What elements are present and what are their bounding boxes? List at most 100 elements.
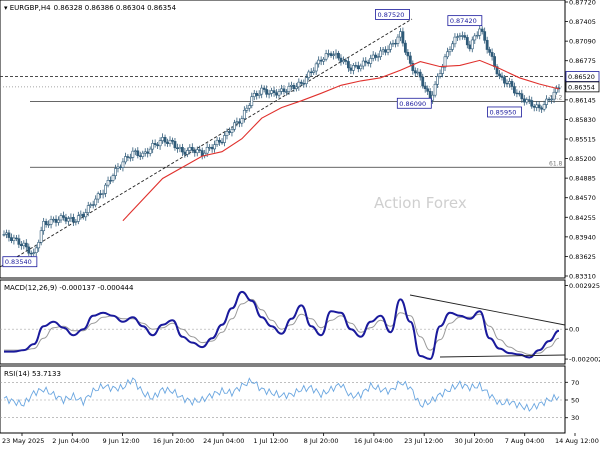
price-candle <box>86 201 90 217</box>
price-panel-frame <box>0 0 566 279</box>
candle-body <box>542 104 546 110</box>
x-tick-label: 14 Aug 12:00 <box>555 437 599 445</box>
trend-channel <box>0 18 413 268</box>
price-candle <box>74 219 78 226</box>
candle-body <box>176 147 179 150</box>
price-candle <box>208 144 212 152</box>
price-candle <box>262 85 266 93</box>
candle-body <box>453 36 457 45</box>
candle-body <box>223 135 226 143</box>
price-candle <box>245 104 249 113</box>
candle-body <box>490 52 494 57</box>
price-candle <box>119 164 122 170</box>
price-candle <box>406 49 410 60</box>
price-candle <box>99 189 103 199</box>
price-tick-label: 0.87090 <box>569 38 596 46</box>
price-candle <box>517 90 521 97</box>
price-candle <box>351 63 355 75</box>
candle-body <box>470 39 474 50</box>
price-candle <box>522 95 526 106</box>
candle-body <box>294 86 298 89</box>
price-candle <box>96 191 100 203</box>
price-candle <box>443 53 447 72</box>
candle-body <box>265 89 269 95</box>
candle-body <box>513 86 516 94</box>
price-candle <box>176 143 179 153</box>
annotation-label: 0.83540 <box>5 258 32 266</box>
candle-body <box>384 49 387 53</box>
candle-body <box>71 216 75 223</box>
candle-body <box>277 91 281 96</box>
price-candle <box>290 81 293 91</box>
chart-symbol: EURGBP,H4 <box>10 4 51 12</box>
price-candle <box>460 31 464 40</box>
candle-body <box>12 237 16 241</box>
rsi-panel-frame <box>0 365 566 434</box>
price-candle <box>146 147 150 158</box>
price-candle <box>143 148 147 157</box>
candle-body <box>89 204 93 206</box>
candle-body <box>465 37 469 46</box>
price-candle <box>267 89 271 99</box>
price-candle <box>317 56 321 68</box>
price-candle <box>64 213 68 225</box>
candle-body <box>185 150 189 155</box>
annotation-box <box>375 9 410 20</box>
candle-body <box>34 247 38 254</box>
candle-body <box>262 87 266 90</box>
price-candle <box>438 69 442 79</box>
candle-body <box>128 157 132 159</box>
candle-body <box>386 49 390 53</box>
price-candle <box>475 31 479 39</box>
candle-body <box>488 49 492 53</box>
candle-body <box>339 57 343 63</box>
candle-body <box>190 147 194 151</box>
candle-body <box>458 35 462 38</box>
price-candle <box>210 144 214 153</box>
price-candle <box>339 54 343 66</box>
candle-body <box>480 28 484 32</box>
price-candle <box>106 176 110 188</box>
price-candle <box>510 78 514 90</box>
price-tick-label: 0.84885 <box>569 175 596 183</box>
price-candle <box>257 90 261 99</box>
price-candles <box>2 25 561 257</box>
candle-body <box>510 81 514 87</box>
price-candle <box>252 89 256 101</box>
candle-body <box>17 238 21 245</box>
candle-body <box>104 184 107 194</box>
level-box-label: 0.86354 <box>568 83 595 91</box>
candle-body <box>337 52 340 59</box>
candle-body <box>369 58 373 64</box>
macd-tick-label: -0.002002 <box>569 356 600 364</box>
price-candle <box>342 56 345 65</box>
candle-body <box>441 66 444 74</box>
price-candle <box>22 240 26 250</box>
price-candle <box>114 164 117 180</box>
candle-body <box>364 60 368 63</box>
price-candle <box>411 60 415 75</box>
candle-body <box>431 94 435 101</box>
price-candle <box>39 226 43 246</box>
price-candle <box>24 239 28 251</box>
x-tick-label: 7 Aug 04:00 <box>505 437 545 445</box>
price-candle <box>94 195 98 208</box>
price-candle <box>272 86 276 97</box>
candle-body <box>210 146 214 150</box>
x-tick-label: 1 Jul 12:00 <box>253 437 288 445</box>
price-y-axis: 0.877200.874050.870900.867750.864600.861… <box>565 0 596 281</box>
chart-ohlc: 0.86328 0.86386 0.86304 0.86354 <box>54 4 177 12</box>
price-candle <box>346 57 350 72</box>
candle-body <box>14 237 18 240</box>
level-box-frame <box>565 81 600 93</box>
candle-body <box>495 66 499 75</box>
price-candle <box>153 139 157 148</box>
price-candle <box>173 137 177 151</box>
price-candle <box>141 150 145 160</box>
price-candle <box>242 106 246 123</box>
candle-body <box>156 144 160 147</box>
price-candle <box>552 88 556 103</box>
price-candle <box>485 36 489 54</box>
candle-body <box>438 73 442 77</box>
candle-body <box>334 52 338 56</box>
